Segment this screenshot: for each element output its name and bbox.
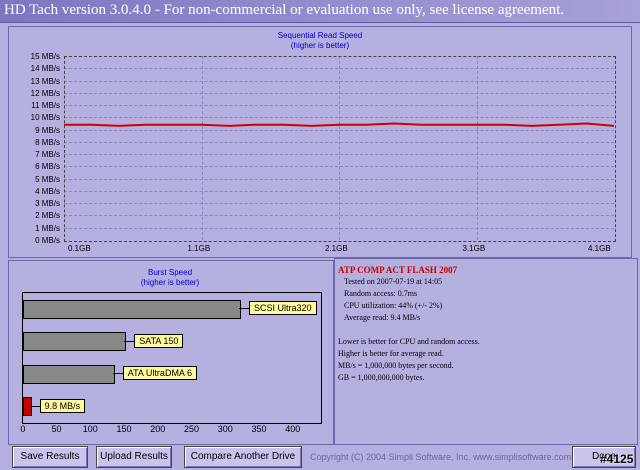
burst-label-leader	[239, 308, 249, 310]
burst-plot-area	[22, 292, 322, 424]
seq-y-tick-label: 3 MB/s	[35, 199, 60, 209]
seq-y-tick-label: 13 MB/s	[30, 76, 60, 86]
burst-bar-label: SATA 150	[134, 333, 184, 348]
seq-grid-line	[339, 56, 340, 240]
burst-bar-label: SCSI Ultra320	[249, 301, 317, 316]
random-access: Random access: 0.7ms	[344, 289, 418, 298]
burst-chart-title: Burst Speed	[147, 268, 193, 277]
average-read: Average read: 9.4 MB/s	[344, 313, 421, 322]
seq-y-tick-label: 4 MB/s	[35, 186, 60, 196]
seq-x-tick-label: 1.1GB	[187, 244, 211, 253]
note-mbs-definition: MB/s = 1,000,000 bytes per second.	[338, 361, 454, 370]
seq-y-tick-label: 6 MB/s	[35, 162, 60, 172]
burst-x-tick-label: 0	[20, 424, 26, 434]
device-name: ATP COMP ACT FLASH 2007	[338, 265, 458, 275]
upload-results-button[interactable]: Upload Results	[96, 446, 172, 468]
seq-chart-title: Sequential Read Speed	[277, 31, 363, 40]
save-results-button[interactable]: Save Results	[12, 446, 88, 468]
seq-x-tick-label: 2.1GB	[325, 244, 348, 253]
seq-y-tick-label: 8 MB/s	[35, 137, 60, 147]
tested-date: Tested on 2007-07-19 at 14:05	[344, 277, 443, 286]
seq-x-tick-label: 0.1GB	[68, 244, 91, 253]
burst-label-leader	[29, 405, 40, 407]
seq-chart-plot-area	[64, 56, 616, 242]
seq-chart-svg	[64, 122, 614, 127]
seq-y-tick-label: 9 MB/s	[35, 125, 60, 135]
done-button[interactable]: Done	[572, 446, 636, 468]
window-title: HD Tach version 3.0.4.0 - For non-commer…	[4, 2, 565, 18]
seq-y-tick-label: 12 MB/s	[30, 88, 60, 98]
burst-x-tick-label: 150	[116, 424, 132, 434]
seq-read-line	[64, 122, 614, 127]
watermark: #4125	[600, 452, 634, 466]
burst-speed-panel	[8, 260, 334, 445]
seq-x-tick-label: 3.1GB	[462, 244, 486, 253]
seq-y-tick-label: 15 MB/s	[30, 52, 60, 61]
title-bar: HD Tach version 3.0.4.0 - For non-commer…	[0, 0, 640, 23]
note-lower-better: Lower is better for CPU and random acces…	[338, 337, 480, 346]
seq-y-tick-label: 10 MB/s	[30, 113, 60, 123]
seq-y-tick-label: 1 MB/s	[35, 223, 60, 233]
info-text: ATP COMP ACT FLASH 2007 Tested on 2007-0…	[336, 260, 636, 443]
burst-bar	[23, 364, 115, 384]
compare-another-drive-button[interactable]: Compare Another Drive	[184, 446, 302, 468]
copyright-text: Copyright (C) 2004 Simpli Software, Inc.…	[310, 452, 572, 462]
seq-x-tick-label: 4.1GB	[588, 244, 611, 253]
seq-y-tick-label: 0 MB/s	[35, 236, 60, 245]
burst-bar	[23, 299, 241, 319]
burst-x-tick-label: 100	[82, 424, 98, 434]
burst-chart-subtitle: (higher is better)	[140, 278, 200, 287]
seq-y-tick-label: 11 MB/s	[31, 101, 60, 111]
burst-x-tick-label: 400	[285, 424, 301, 434]
burst-x-tick-label: 300	[217, 424, 233, 434]
seq-chart-subtitle: (higher is better)	[290, 41, 350, 50]
burst-bar	[23, 332, 127, 352]
burst-label-leader	[112, 373, 123, 375]
note-higher-better: Higher is better for average read.	[338, 349, 444, 358]
note-gb-definition: GB = 1,000,000,000 bytes.	[338, 373, 425, 382]
burst-bar-label: 9.8 MB/s	[39, 398, 86, 413]
seq-y-tick-label: 7 MB/s	[35, 150, 60, 160]
burst-label-leader	[124, 340, 135, 342]
seq-y-tick-label: 5 MB/s	[35, 174, 60, 184]
burst-bar	[23, 397, 32, 417]
seq-y-tick-label: 14 MB/s	[30, 64, 60, 74]
burst-x-tick-label: 350	[251, 424, 267, 434]
seq-y-tick-label: 2 MB/s	[35, 211, 60, 221]
seq-grid-line	[476, 56, 478, 240]
burst-x-tick-label: 200	[150, 424, 166, 434]
burst-x-tick-label: 250	[183, 424, 199, 434]
burst-x-tick-label: 50	[51, 424, 62, 434]
burst-bar-label: ATA UltraDMA 6	[122, 366, 197, 381]
seq-grid-line	[201, 56, 203, 240]
cpu-utilization: CPU utilization: 44% (+/- 2%)	[344, 301, 443, 310]
